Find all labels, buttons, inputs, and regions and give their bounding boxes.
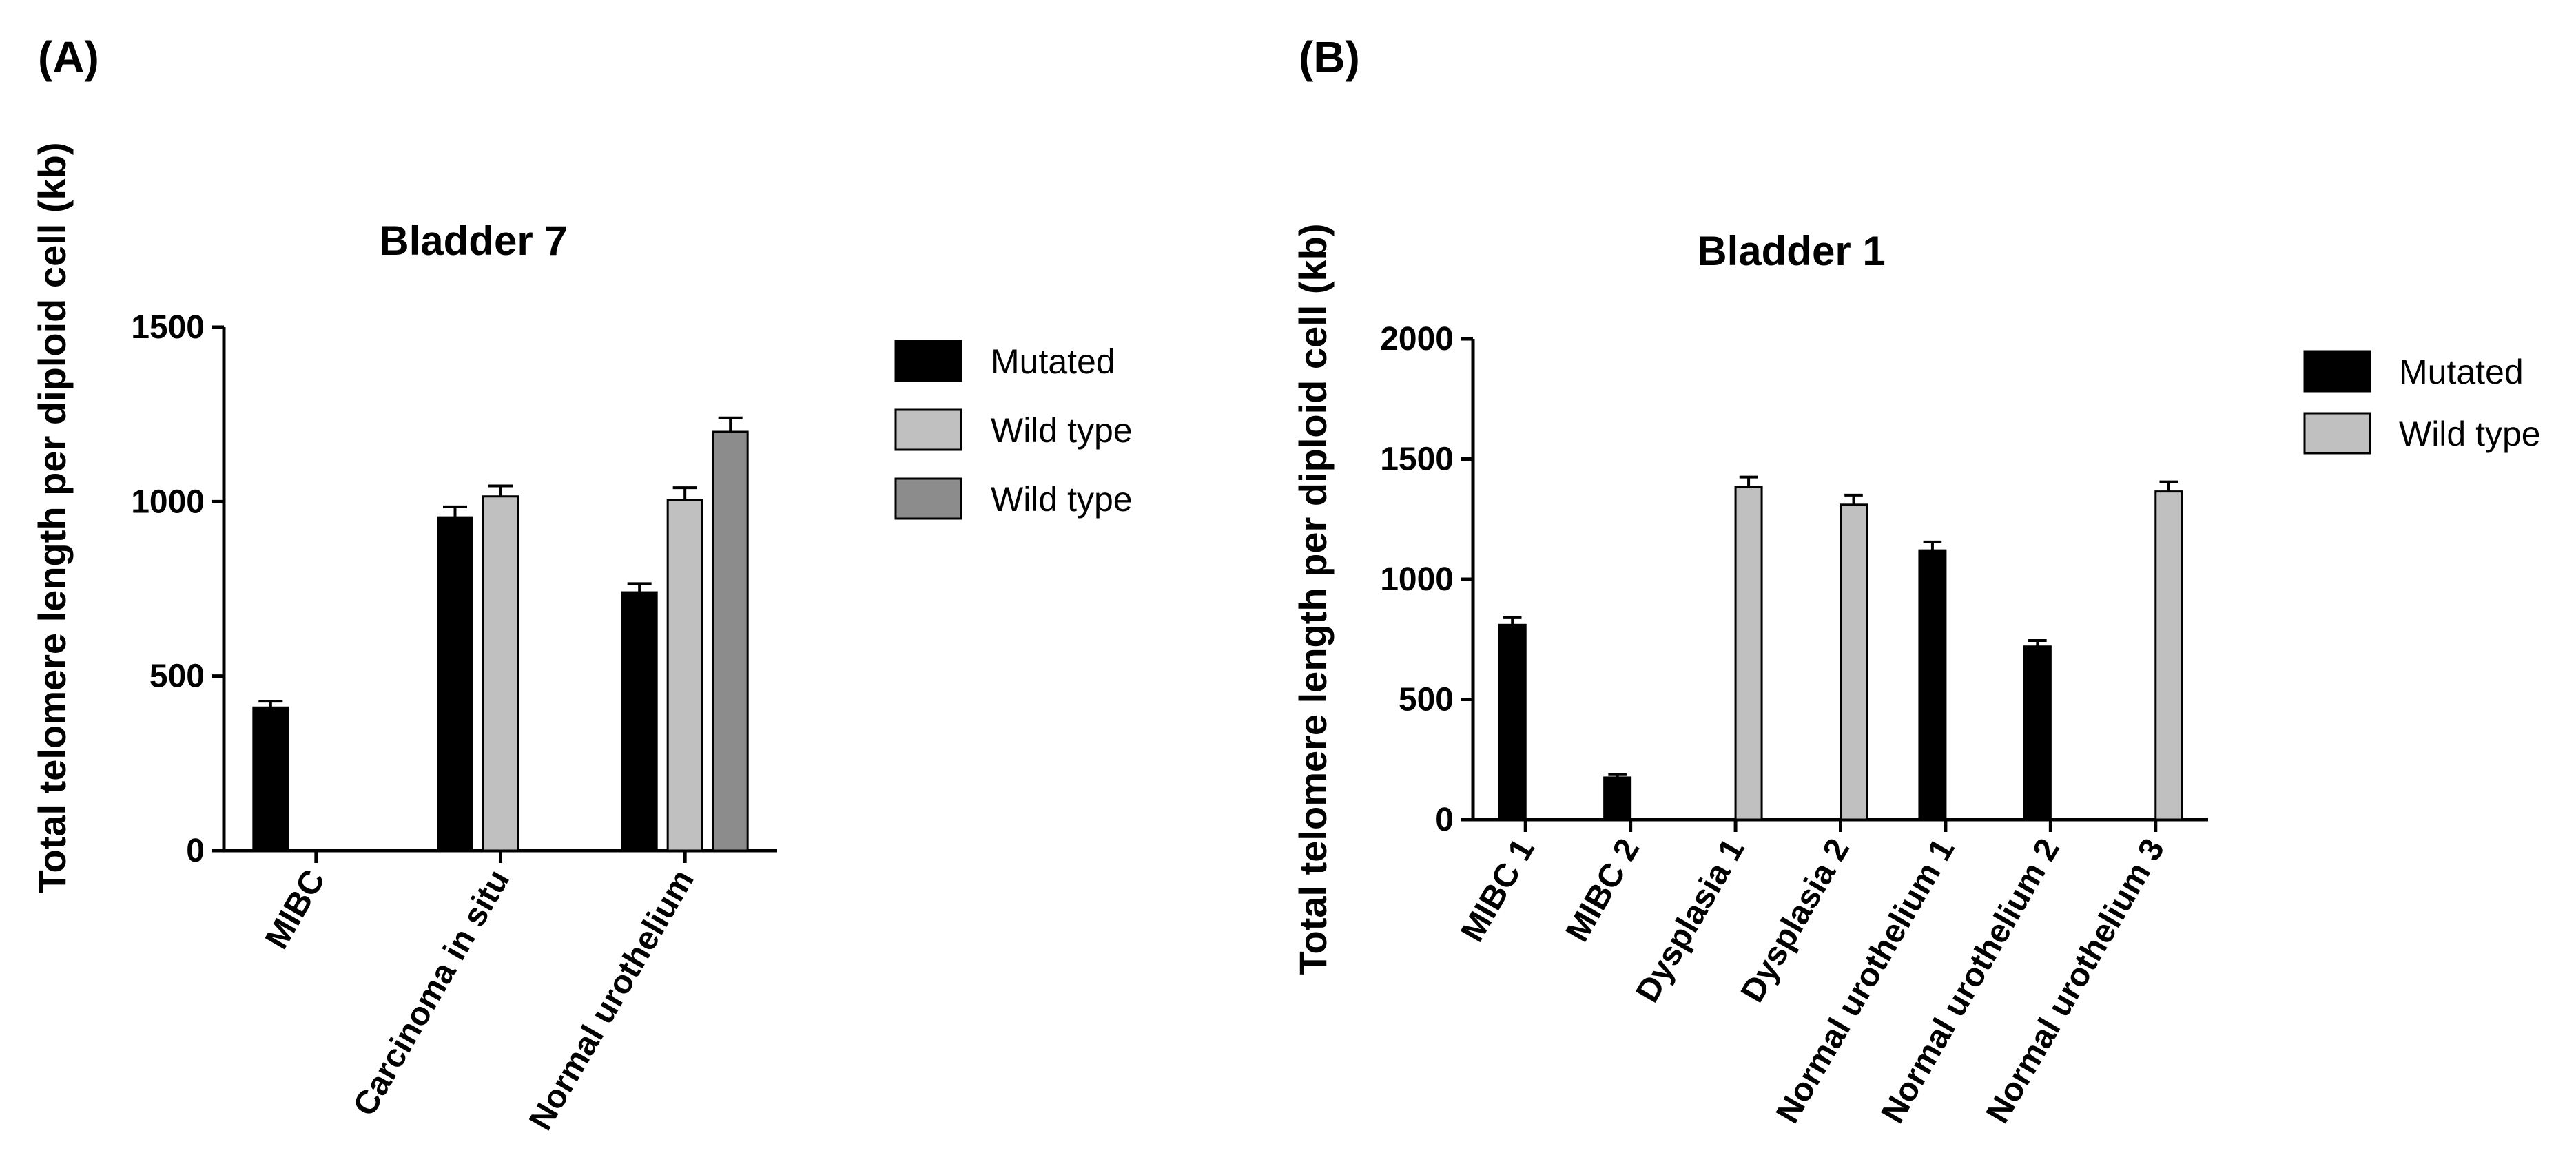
- panel-a-plot-area: 0 500 1000 1500 MIBC Carcinoma in situ Normal …: [131, 309, 777, 1136]
- panel-b-legend-swatch-mutated: [2303, 350, 2371, 393]
- panel-a-legend-item-mutated: Mutated: [894, 340, 1115, 382]
- panel-b-bar-mutated-0-mibc-2: [1603, 776, 1632, 821]
- panel-a-title: Bladder 7: [379, 218, 567, 264]
- panel-a-y-tick-label-1000: 1000: [131, 483, 205, 520]
- panel-b-legend-item-mutated: Mutated: [2303, 350, 2524, 393]
- panel-a-legend-swatch-wild-type-dark: [894, 477, 962, 520]
- panel-a-bar-mutated-0-carcinoma-in-situ: [437, 516, 473, 852]
- panel-b-title: Bladder 1: [1697, 228, 1885, 274]
- panel-b-legend: Mutated Wild type: [2303, 350, 2541, 455]
- panel-b-bar-mutated-0-normal-urothelium-1: [1918, 549, 1947, 821]
- panel-b-y-axis-title: Total telomere length per diploid cell (…: [1291, 223, 1335, 975]
- panel-a-bar-mutated-0-mibc: [252, 706, 289, 852]
- panel-b-x-tick-label-normal-urothelium-2: Normal urothelium 2: [1875, 833, 2067, 1129]
- panel-a: (A) Bladder 7 Total telomere length per …: [30, 32, 1133, 1136]
- panel-b-bar-mutated-0-normal-urothelium-2: [2023, 645, 2052, 821]
- panel-a-x-tick-label-normal-urothelium: Normal urothelium: [522, 864, 701, 1136]
- panel-a-y-tick-label-500: 500: [150, 658, 205, 695]
- panel-a-x-tick-label-mibc: MIBC: [258, 864, 332, 955]
- panel-a-y-tick-label-0: 0: [186, 833, 205, 869]
- panel-b-x-tick-label-mibc-2: MIBC 2: [1559, 833, 1647, 948]
- panel-b-bar-wild-type-1-dysplasia-2: [1840, 503, 1868, 821]
- panel-b-x-tick-label-normal-urothelium-3: Normal urothelium 3: [1979, 833, 2172, 1129]
- panel-b-y-tick-label-2000: 2000: [1380, 321, 1454, 357]
- panel-a-legend-label-wild-type-dark: Wild type: [991, 480, 1133, 519]
- panel-a-bar-wild-type-1-carcinoma-in-situ: [482, 495, 519, 852]
- panel-a-legend-swatch-wild-type-light: [894, 408, 962, 451]
- panel-b-bar-mutated-0-mibc-1: [1498, 623, 1527, 821]
- panel-a-bar-mutated-0-normal-urothelium: [621, 591, 658, 852]
- panel-b-label: (B): [1299, 32, 1360, 82]
- panel-a-y-tick-label-1500: 1500: [131, 309, 205, 346]
- panel-b-x-tick-label-dysplasia-2: Dysplasia 2: [1734, 833, 1857, 1008]
- panel-b-y-tick-label-500: 500: [1399, 682, 1454, 718]
- panel-a-x-tick-label-carcinoma-in-situ: Carcinoma in situ: [347, 864, 517, 1122]
- panel-a-y-axis-title: Total telomere length per diploid cell (…: [30, 142, 74, 893]
- panel-b-y-tick-label-1000: 1000: [1380, 561, 1454, 598]
- panel-b: (B) Bladder 1 Total telomere length per …: [1291, 32, 2541, 1129]
- panel-a-legend-label-wild-type-light: Wild type: [991, 411, 1133, 450]
- panel-b-y-tick-label-1500: 1500: [1380, 441, 1454, 478]
- panel-b-legend-label-wild-type: Wild type: [2399, 415, 2541, 453]
- panel-a-legend-item-wild-type-light: Wild type: [894, 408, 1133, 451]
- panel-a-legend-item-wild-type-dark: Wild type: [894, 477, 1133, 520]
- panel-a-bar-wild-type-2-normal-urothelium: [712, 430, 749, 852]
- panel-a-bar-wild-type-1-normal-urothelium: [666, 499, 703, 852]
- panel-b-bar-wild-type-1-dysplasia-1: [1734, 486, 1763, 821]
- panel-b-x-tick-label-normal-urothelium-1: Normal urothelium 1: [1769, 833, 1961, 1129]
- panel-b-y-tick-label-0: 0: [1435, 802, 1454, 838]
- panel-b-bar-wild-type-1-normal-urothelium-3: [2154, 490, 2183, 821]
- panel-a-legend-label-mutated: Mutated: [991, 342, 1115, 381]
- panel-b-x-tick-label-dysplasia-1: Dysplasia 1: [1629, 833, 1752, 1008]
- panel-b-legend-swatch-wild-type: [2303, 412, 2371, 455]
- panel-a-label: (A): [38, 32, 99, 82]
- panel-a-legend: Mutated Wild type Wild type: [894, 340, 1133, 520]
- panel-a-legend-swatch-mutated: [894, 340, 962, 382]
- panel-b-x-tick-label-mibc-1: MIBC 1: [1454, 833, 1541, 948]
- panel-b-legend-item-wild-type: Wild type: [2303, 412, 2541, 455]
- panel-b-legend-label-mutated: Mutated: [2399, 353, 2524, 391]
